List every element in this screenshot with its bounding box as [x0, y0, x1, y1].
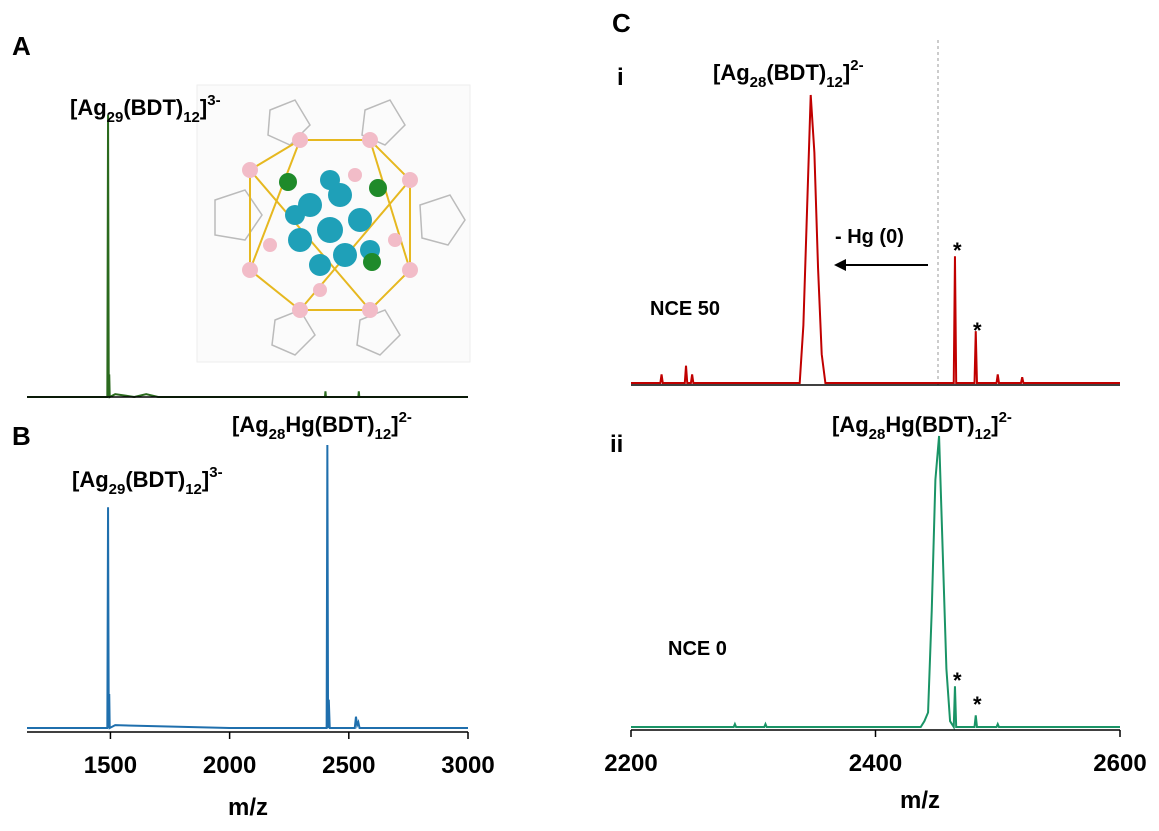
annotation-part: 29 — [107, 109, 124, 126]
annotation-part: 12 — [183, 109, 200, 126]
annotation: [Ag29(BDT)12]3- — [70, 92, 221, 126]
panel-label: C — [612, 8, 631, 38]
x-tick-label: 2600 — [1093, 750, 1146, 777]
annotation-part: 12 — [826, 74, 843, 91]
annotation-part: ] — [200, 95, 207, 120]
spectrum — [631, 435, 1120, 731]
annotation: - Hg (0) — [835, 226, 904, 248]
annotation: * — [973, 318, 982, 343]
annotation-part: * — [973, 692, 982, 717]
annotation-part: [Ag — [832, 412, 869, 437]
annotation-part: 12 — [375, 426, 392, 443]
annotation: [Ag29(BDT)12]3- — [72, 464, 223, 498]
spectrum — [631, 94, 1120, 384]
spectrum — [27, 114, 468, 399]
annotation: [Ag28(BDT)12]2- — [713, 57, 864, 91]
x-axis-label: m/z — [900, 787, 940, 814]
annotation: * — [953, 668, 962, 693]
annotation-part: 2- — [850, 57, 863, 74]
annotation-part: Hg(BDT) — [885, 412, 974, 437]
annotation: * — [953, 238, 962, 263]
arrow — [834, 259, 928, 271]
x-tick-label: 2500 — [322, 752, 375, 779]
annotation-part: [Ag — [72, 467, 109, 492]
annotation-part: * — [953, 668, 962, 693]
annotation-part: 28 — [269, 426, 286, 443]
annotation-part: (BDT) — [125, 467, 185, 492]
x-tick-label: 1500 — [84, 752, 137, 779]
annotation-part: NCE 50 — [650, 298, 720, 320]
annotation: [Ag28Hg(BDT)12]2- — [832, 409, 1012, 443]
annotation-part: ] — [391, 412, 398, 437]
annotation-part: 28 — [869, 426, 886, 443]
annotation: NCE 0 — [668, 638, 727, 660]
x-tick-label: 3000 — [441, 752, 494, 779]
annotation: NCE 50 — [650, 298, 720, 320]
subpanel-label: i — [617, 64, 624, 91]
x-axis-label: m/z — [228, 794, 268, 821]
annotation-part: 3- — [207, 92, 220, 109]
annotation-part: - Hg (0) — [835, 226, 904, 248]
annotation-part: NCE 0 — [668, 638, 727, 660]
annotation-part: * — [953, 238, 962, 263]
annotation-part: 2- — [999, 409, 1012, 426]
annotation-part: 3- — [209, 464, 222, 481]
spectrum — [27, 444, 468, 730]
x-tick-label: 2400 — [849, 750, 902, 777]
annotation-part: * — [973, 318, 982, 343]
annotation-part: 12 — [975, 426, 992, 443]
annotation: [Ag28Hg(BDT)12]2- — [232, 409, 412, 443]
annotation-part: [Ag — [70, 95, 107, 120]
annotation-part: ] — [202, 467, 209, 492]
annotation: * — [973, 692, 982, 717]
x-tick-label: 2200 — [604, 750, 657, 777]
panel-label: B — [12, 421, 31, 451]
annotation-part: ] — [991, 412, 998, 437]
annotation-part: (BDT) — [766, 60, 826, 85]
annotation-part: [Ag — [232, 412, 269, 437]
annotation-part: ] — [843, 60, 850, 85]
annotation-part: 12 — [185, 481, 202, 498]
x-tick-label: 2000 — [203, 752, 256, 779]
annotation-part: 29 — [109, 481, 126, 498]
annotation-part: [Ag — [713, 60, 750, 85]
annotation-part: 28 — [750, 74, 767, 91]
annotation-part: 2- — [399, 409, 412, 426]
annotation-part: (BDT) — [123, 95, 183, 120]
panel-label: A — [12, 31, 31, 61]
cluster-structure — [196, 84, 471, 363]
subpanel-label: ii — [610, 431, 623, 458]
annotation-part: Hg(BDT) — [285, 412, 374, 437]
